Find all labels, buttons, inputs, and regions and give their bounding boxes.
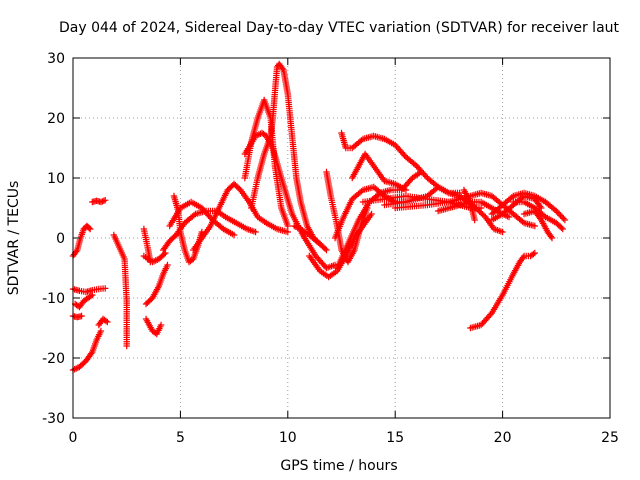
data-point bbox=[536, 203, 544, 210]
data-point bbox=[548, 234, 556, 242]
data-point bbox=[547, 233, 555, 240]
data-point bbox=[88, 350, 95, 357]
series-track-1 bbox=[69, 327, 105, 374]
data-point bbox=[284, 228, 291, 236]
data-point bbox=[102, 317, 110, 325]
data-point bbox=[230, 231, 238, 239]
data-point bbox=[560, 215, 567, 222]
data-point bbox=[471, 216, 478, 224]
series-track-6 bbox=[89, 197, 109, 206]
data-point bbox=[555, 210, 563, 218]
data-point bbox=[402, 186, 410, 194]
x-tick-label: 0 bbox=[69, 430, 78, 446]
x-axis-label: GPS time / hours bbox=[280, 458, 397, 474]
data-point bbox=[102, 197, 109, 204]
data-point bbox=[164, 261, 171, 269]
data-point bbox=[252, 228, 259, 236]
x-tick-label: 15 bbox=[386, 430, 404, 446]
y-tick-label: 30 bbox=[47, 51, 65, 67]
y-axis-label: SDTVAR / TECUs bbox=[6, 181, 22, 296]
y-tick-label: 20 bbox=[47, 111, 65, 127]
data-point bbox=[422, 173, 430, 180]
data-point bbox=[536, 215, 544, 222]
data-point bbox=[97, 327, 105, 335]
series-track-11 bbox=[142, 315, 165, 338]
data-point bbox=[279, 65, 286, 72]
series-track-19 bbox=[241, 129, 339, 272]
data-point bbox=[102, 285, 109, 292]
data-point bbox=[519, 254, 527, 261]
x-tick-label: 25 bbox=[601, 430, 619, 446]
data-point bbox=[86, 225, 94, 233]
series-track-12 bbox=[140, 225, 154, 266]
series-track-3 bbox=[69, 285, 109, 296]
y-tick-label: -10 bbox=[42, 291, 65, 307]
axes: 0 5 10 15 20 25 -30 -20 -10 0 10 20 30 bbox=[42, 51, 619, 446]
series-track-4 bbox=[71, 291, 96, 311]
data-point bbox=[499, 228, 506, 236]
series-track-15 bbox=[166, 198, 238, 239]
data-point bbox=[157, 321, 165, 329]
data-point bbox=[530, 250, 537, 258]
series-track-7 bbox=[95, 315, 111, 329]
data-point bbox=[78, 312, 85, 320]
data-point bbox=[89, 291, 96, 299]
series-track-26 bbox=[349, 150, 410, 194]
x-tick-label: 5 bbox=[176, 430, 185, 446]
data-point bbox=[557, 212, 564, 219]
series-track-8 bbox=[110, 231, 130, 350]
data-point bbox=[531, 222, 539, 230]
data-point bbox=[558, 224, 565, 231]
data-point bbox=[505, 213, 513, 221]
series-track-20 bbox=[291, 222, 324, 248]
chart-title: Day 044 of 2024, Sidereal Day-to-day VTE… bbox=[59, 20, 620, 36]
data-point bbox=[85, 224, 93, 232]
data-point bbox=[73, 248, 80, 255]
data-point bbox=[147, 258, 154, 266]
data-point bbox=[561, 216, 569, 224]
data-point bbox=[554, 209, 561, 216]
series-track-31 bbox=[460, 186, 478, 224]
data-point bbox=[368, 210, 375, 218]
data-point bbox=[558, 213, 566, 221]
data-point bbox=[487, 311, 494, 318]
data-series bbox=[69, 60, 569, 374]
data-point bbox=[123, 342, 130, 350]
data-point bbox=[323, 246, 330, 254]
x-tick-label: 10 bbox=[279, 430, 297, 446]
y-tick-label: 0 bbox=[56, 231, 65, 247]
series-track-35 bbox=[510, 198, 566, 233]
data-point bbox=[553, 207, 560, 215]
x-tick-label: 20 bbox=[494, 430, 512, 446]
data-point bbox=[401, 152, 408, 159]
data-point bbox=[160, 251, 168, 258]
data-point bbox=[559, 225, 566, 233]
y-tick-label: 10 bbox=[47, 171, 65, 187]
series-track-24 bbox=[334, 168, 425, 272]
data-point bbox=[321, 245, 329, 252]
series-track-34 bbox=[488, 189, 569, 224]
series-track-9 bbox=[142, 261, 171, 308]
data-point bbox=[104, 318, 111, 326]
data-point bbox=[284, 222, 291, 230]
y-tick-label: -30 bbox=[42, 411, 65, 427]
series-track-32 bbox=[467, 249, 539, 332]
y-tick-label: -20 bbox=[42, 351, 65, 367]
data-point bbox=[87, 292, 95, 300]
series-track-25 bbox=[338, 129, 463, 197]
data-point bbox=[531, 249, 539, 257]
series-track-36 bbox=[520, 207, 556, 242]
data-point bbox=[316, 240, 324, 248]
